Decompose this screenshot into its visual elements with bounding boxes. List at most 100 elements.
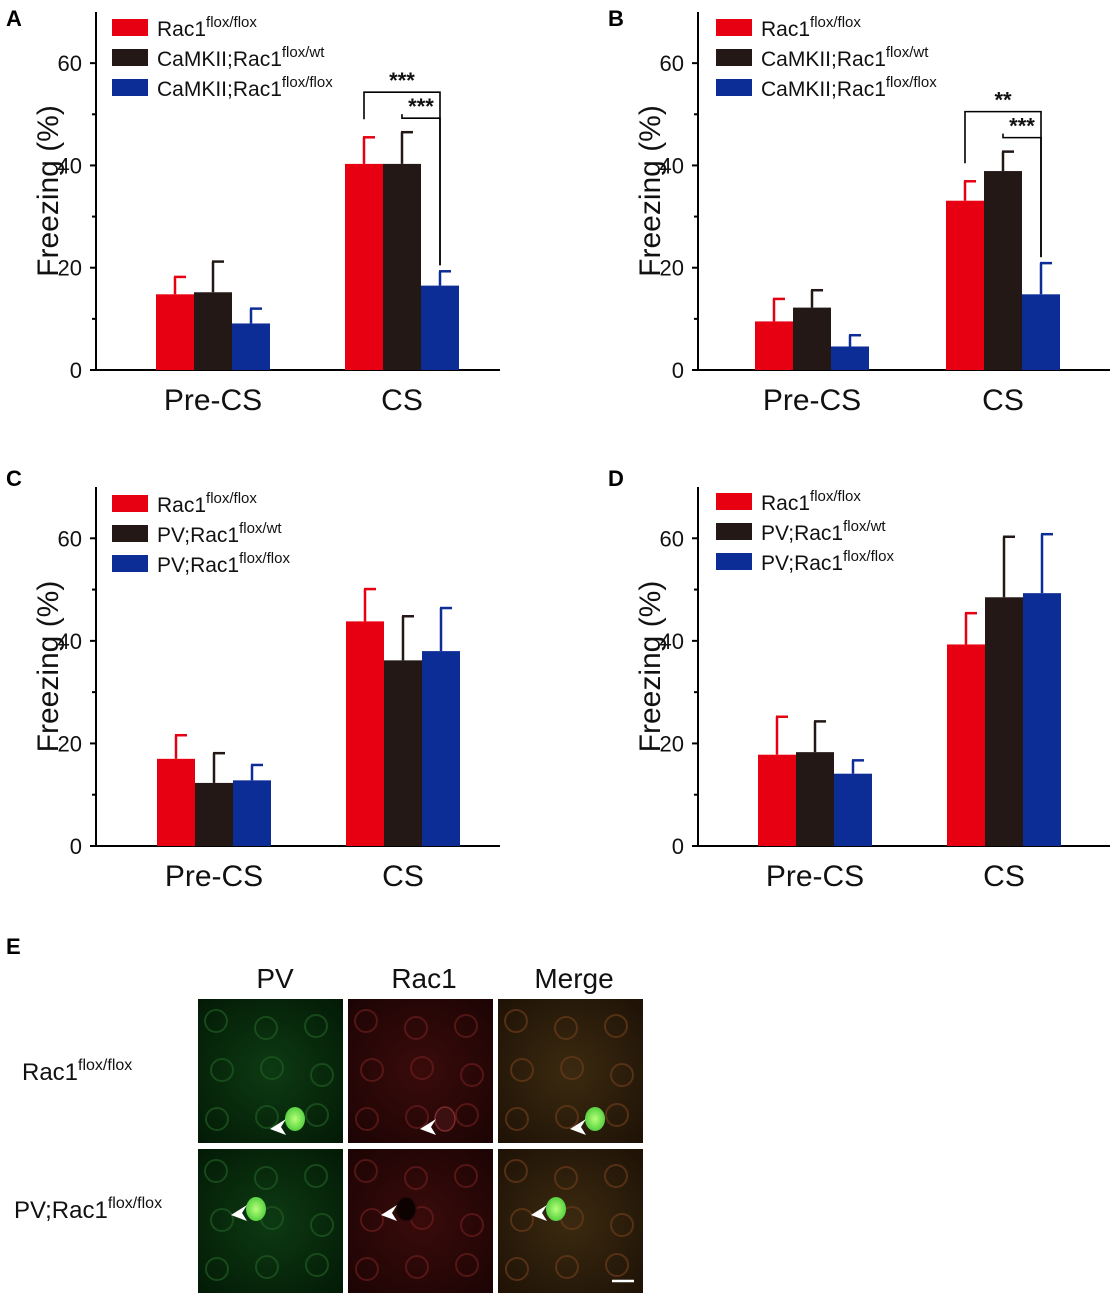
cell-outline — [555, 1255, 579, 1279]
cell-outline — [460, 1213, 484, 1237]
micrograph-tile — [348, 1149, 493, 1293]
category-label: Pre-CS — [766, 860, 864, 893]
legend-swatch — [112, 495, 148, 512]
y-tick-label: 20 — [660, 731, 684, 756]
y-tick-label: 60 — [58, 526, 82, 551]
panel-e: EPV Rac1 MergeRac1flox/floxPV;Rac1flox/flo… — [6, 934, 643, 1293]
pv-cell — [546, 1197, 566, 1221]
micrograph-background — [198, 999, 343, 1143]
legend-swatch — [716, 523, 752, 540]
legend-sup: flox/flox — [206, 490, 257, 507]
cell-outline — [454, 1014, 478, 1038]
cell-outline — [404, 1016, 428, 1040]
bar — [984, 171, 1022, 370]
y-tick-label: 40 — [58, 629, 82, 654]
legend-entry: CaMKII;Rac1flox/flox — [157, 74, 333, 101]
legend-base: PV;Rac1 — [157, 524, 239, 547]
legend-swatch — [112, 49, 148, 66]
arrowhead-icon — [270, 1119, 286, 1135]
legend-sup: flox/wt — [239, 520, 282, 537]
image-column-title: PV — [256, 963, 294, 994]
y-tick-label: 40 — [660, 153, 684, 178]
pv-cell — [246, 1197, 266, 1221]
legend-swatch — [716, 19, 752, 36]
micrograph-background — [348, 999, 493, 1143]
cell-outline — [210, 1208, 234, 1232]
cell-outline — [460, 1063, 484, 1087]
y-tick-label: 20 — [660, 256, 684, 281]
image-row-label: PV;Rac1flox/flox — [14, 1195, 162, 1224]
cell-outline — [354, 1159, 378, 1183]
cell-outline — [610, 1063, 634, 1087]
y-tick-label: 20 — [58, 731, 82, 756]
row-label-sup: flox/flox — [108, 1195, 162, 1212]
category-label: CS — [982, 384, 1024, 417]
arrowhead-icon — [420, 1119, 436, 1135]
legend-base: CaMKII;Rac1 — [157, 48, 282, 71]
bar — [346, 621, 384, 846]
bar — [195, 782, 233, 846]
legend-swatch — [112, 79, 148, 96]
cell-outline — [410, 1056, 434, 1080]
significance-bracket — [401, 114, 441, 266]
cell-outline — [304, 1014, 328, 1038]
micrograph-tile — [498, 1149, 643, 1293]
legend-sup: flox/flox — [239, 550, 290, 567]
y-tick-label: 60 — [660, 51, 684, 76]
category-label: CS — [382, 860, 424, 893]
legend-entry: Rac1flox/flox — [157, 14, 257, 41]
bar — [157, 758, 195, 846]
micrograph-background — [348, 1149, 493, 1293]
panel-letter: C — [6, 466, 22, 491]
cell-outline — [260, 1056, 284, 1080]
category-label: Pre-CS — [763, 384, 861, 417]
cell-outline — [254, 1016, 278, 1040]
legend-base: Rac1 — [761, 18, 810, 41]
legend-sup: flox/wt — [886, 44, 929, 61]
legend-entry: PV;Rac1flox/wt — [761, 518, 886, 545]
cell-outline — [455, 1103, 479, 1127]
cell-outline — [504, 1159, 528, 1183]
bar — [755, 321, 793, 370]
significance-label: *** — [408, 94, 434, 119]
cell-outline — [510, 1208, 534, 1232]
legend-base: CaMKII;Rac1 — [157, 78, 282, 101]
cell-outline — [255, 1105, 279, 1129]
legend-swatch — [716, 49, 752, 66]
pv-cell — [285, 1107, 305, 1131]
legend-base: PV;Rac1 — [761, 522, 843, 545]
significance-label: *** — [1009, 114, 1035, 139]
cell-outline — [354, 1009, 378, 1033]
image-column-title: Merge — [534, 963, 613, 994]
cell-outline — [605, 1253, 629, 1277]
y-axis-label: Freezing (%) — [634, 581, 667, 753]
bar — [796, 752, 834, 846]
cell-outline — [210, 1058, 234, 1082]
legend-entry: PV;Rac1flox/wt — [157, 520, 282, 547]
bar — [384, 660, 422, 846]
cell-outline — [205, 1107, 229, 1131]
cell-outline — [455, 1253, 479, 1277]
bar — [422, 651, 460, 846]
cell-outline — [605, 1103, 629, 1127]
bar — [421, 285, 459, 370]
legend-base: Rac1 — [157, 18, 206, 41]
legend-base: CaMKII;Rac1 — [761, 48, 886, 71]
legend-sup: flox/flox — [282, 74, 333, 91]
significance-bracket — [1002, 133, 1042, 258]
legend-base: Rac1 — [157, 494, 206, 517]
bar — [156, 294, 194, 370]
bar — [834, 773, 872, 846]
legend-sup: flox/flox — [810, 488, 861, 505]
legend-entry: Rac1flox/flox — [761, 488, 861, 515]
micrograph-tile — [198, 999, 343, 1143]
legend-base: PV;Rac1 — [157, 554, 239, 577]
cell-outline — [504, 1009, 528, 1033]
cell-outline — [505, 1107, 529, 1131]
legend-swatch — [716, 493, 752, 510]
cell-outline — [395, 1196, 417, 1222]
arrowhead-icon — [231, 1205, 247, 1221]
legend-entry: CaMKII;Rac1flox/flox — [761, 74, 937, 101]
